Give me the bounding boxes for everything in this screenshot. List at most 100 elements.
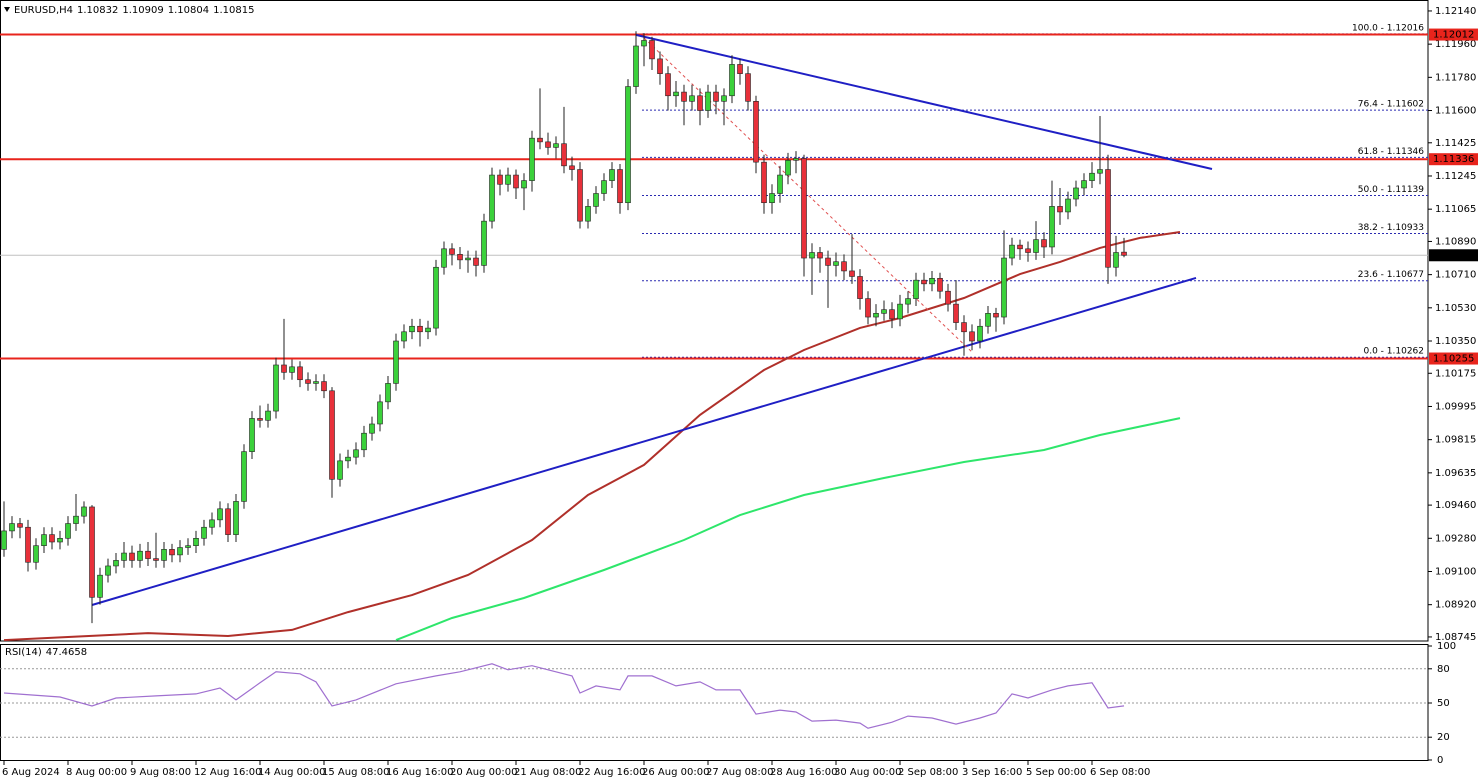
candle-body xyxy=(401,331,407,342)
x-tick-label: 3 Sep 16:00 xyxy=(962,767,1022,778)
candle-body xyxy=(569,165,575,170)
candle-body xyxy=(633,45,639,87)
candle-body xyxy=(433,266,439,329)
candle-body xyxy=(993,313,999,318)
candle-body xyxy=(185,545,191,548)
candle-body xyxy=(785,160,791,176)
candle-body xyxy=(761,161,767,204)
candle-body xyxy=(1113,252,1119,268)
candle-body xyxy=(849,270,855,277)
candle-body xyxy=(737,64,743,74)
candle-body xyxy=(89,506,95,598)
close-value: 1.10815 xyxy=(213,5,254,16)
y-tick-label: 1.10530 xyxy=(1435,303,1476,314)
x-tick-label: 27 Aug 08:00 xyxy=(706,767,773,778)
candle-body xyxy=(329,390,335,480)
candle-body xyxy=(225,508,231,535)
y-tick-label: 1.09460 xyxy=(1435,500,1476,511)
candle-body xyxy=(9,523,15,532)
candle-body xyxy=(905,298,911,305)
candle-body xyxy=(169,549,175,556)
candle-body xyxy=(857,276,863,299)
fib-label: 38.2 - 1.10933 xyxy=(1358,223,1424,233)
high-value: 1.10909 xyxy=(122,5,163,16)
rsi-header: RSI(14) 47.4658 xyxy=(5,647,87,658)
candle-body xyxy=(249,418,255,452)
y-tick-label: 1.09995 xyxy=(1435,401,1476,412)
axes: 1.12140 1.11960 1.11780 1.11600 1.11425 1.112… xyxy=(2,6,1478,778)
y-tick-label: 1.09280 xyxy=(1435,533,1476,544)
candle-body xyxy=(273,364,279,412)
candle-body xyxy=(1057,206,1063,213)
candle-body xyxy=(617,169,623,204)
candle-body xyxy=(545,141,551,148)
candle-body xyxy=(425,327,431,333)
candle-body xyxy=(1025,248,1031,253)
rsi-name: RSI(14) xyxy=(5,647,42,658)
rsi-y-tick-label: 20 xyxy=(1437,732,1450,743)
y-tick-label: 1.11065 xyxy=(1435,204,1476,215)
candle-body xyxy=(393,340,399,384)
y-tick-label: 1.08920 xyxy=(1435,600,1476,611)
x-tick-label: 6 Sep 08:00 xyxy=(1090,767,1150,778)
candle-body xyxy=(297,366,303,381)
y-tick-label: 1.09100 xyxy=(1435,566,1476,577)
candle-body xyxy=(593,193,599,207)
candle-body xyxy=(673,91,679,97)
candle-body xyxy=(377,401,383,425)
candle-body xyxy=(353,449,359,458)
candle-body xyxy=(553,143,559,148)
fib-label: 61.8 - 1.11346 xyxy=(1358,147,1424,157)
x-tick-label: 21 Aug 08:00 xyxy=(514,767,581,778)
candle-body xyxy=(1065,198,1071,213)
candle-body xyxy=(409,325,415,333)
x-tick-label: 9 Aug 08:00 xyxy=(130,767,191,778)
rsi-value: 47.4658 xyxy=(46,647,87,658)
candle-body xyxy=(441,248,447,268)
candle-body xyxy=(697,95,703,111)
fib-label: 23.6 - 1.10677 xyxy=(1358,270,1424,280)
rsi-y-tick-label: 80 xyxy=(1437,664,1450,675)
level-price-box xyxy=(1429,153,1478,166)
candle-body xyxy=(1001,257,1007,318)
candle-body xyxy=(977,325,983,342)
candle-body xyxy=(305,379,311,384)
candle-body xyxy=(1081,180,1087,189)
current-price-box xyxy=(1429,249,1478,262)
candle-body xyxy=(369,423,375,434)
trendline xyxy=(643,37,973,353)
candle-body xyxy=(137,550,143,561)
candle-body xyxy=(889,309,895,320)
fib-label: 0.0 - 1.10262 xyxy=(1364,347,1425,357)
candle-body xyxy=(1121,251,1127,256)
candle-body xyxy=(457,254,463,261)
candle-body xyxy=(793,158,799,161)
x-tick-label: 5 Sep 00:00 xyxy=(1026,767,1086,778)
candle-body xyxy=(881,309,887,314)
low-value: 1.10804 xyxy=(168,5,209,16)
candle-body xyxy=(961,322,967,333)
current-price-label: 1.10815 xyxy=(1433,250,1474,261)
candle-body xyxy=(769,193,775,204)
y-tick-label: 1.11960 xyxy=(1435,39,1476,50)
candle-body xyxy=(97,574,103,598)
candle-body xyxy=(233,501,239,535)
chart-header: EURUSD,H4 1.10832 1.10909 1.10804 1.10815 xyxy=(14,5,254,16)
candle-body xyxy=(25,526,31,563)
candle-body xyxy=(809,252,815,259)
candle-body xyxy=(177,547,183,556)
candle-body xyxy=(609,169,615,181)
candle-body xyxy=(289,366,295,373)
menu-triangle xyxy=(4,7,10,12)
y-tick-label: 1.10175 xyxy=(1435,368,1476,379)
candle-body xyxy=(481,220,487,266)
candle-body xyxy=(689,95,695,102)
candle-body xyxy=(489,174,495,222)
candle-body xyxy=(497,174,503,185)
candle-body xyxy=(505,174,511,185)
x-tick-label: 28 Aug 16:00 xyxy=(770,767,837,778)
candle-body xyxy=(921,279,927,285)
candle-body xyxy=(105,565,111,576)
candle-body xyxy=(601,180,607,194)
candle-body xyxy=(321,381,327,392)
